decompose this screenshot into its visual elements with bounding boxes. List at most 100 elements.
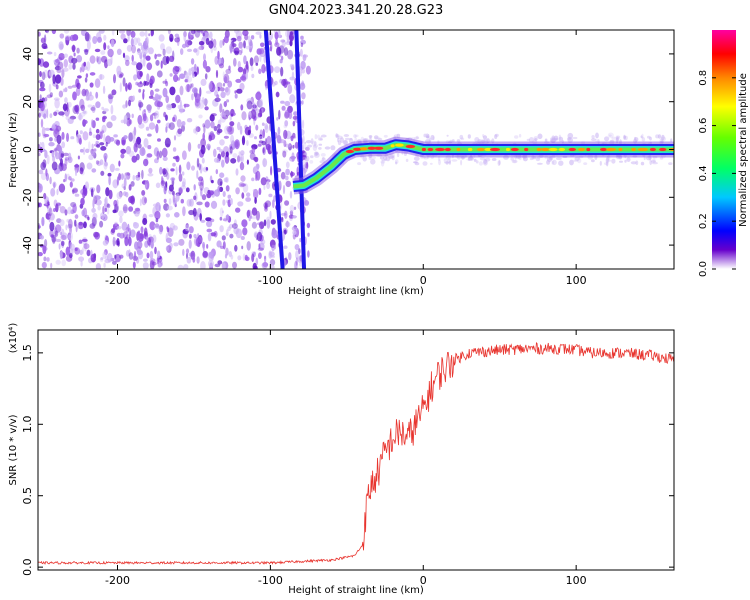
noise-blob xyxy=(120,119,125,124)
noise-blob xyxy=(261,63,266,74)
noise-blob xyxy=(137,230,141,240)
noise-blob xyxy=(163,198,167,204)
noise-blob xyxy=(145,36,149,46)
noise-blob xyxy=(292,230,297,236)
halo-blob xyxy=(478,139,483,142)
noise-blob xyxy=(53,97,60,101)
noise-blob xyxy=(251,147,256,154)
noise-blob xyxy=(138,88,142,93)
noise-blob xyxy=(84,77,88,83)
noise-blob xyxy=(72,91,77,101)
noise-blob xyxy=(120,33,126,40)
noise-blob xyxy=(154,53,157,60)
noise-blob xyxy=(138,100,142,105)
halo-blob xyxy=(611,158,616,164)
noise-blob xyxy=(274,66,281,73)
noise-blob xyxy=(194,63,197,71)
noise-blob xyxy=(70,136,75,140)
noise-blob xyxy=(270,165,273,176)
noise-blob xyxy=(39,142,42,146)
streak-line-1 xyxy=(294,30,307,269)
noise-blob xyxy=(186,252,188,260)
noise-blob xyxy=(245,197,252,202)
noise-blob xyxy=(95,101,101,109)
noise-blob xyxy=(241,192,245,199)
noise-blob xyxy=(38,132,41,137)
noise-blob xyxy=(243,55,247,65)
noise-blob xyxy=(221,262,226,269)
noise-blob xyxy=(154,246,157,255)
noise-blob xyxy=(120,173,124,181)
noise-blob xyxy=(307,250,310,258)
halo-blob xyxy=(355,134,359,138)
halo-blob xyxy=(360,136,364,141)
noise-blob xyxy=(103,262,106,268)
noise-blob xyxy=(182,248,185,257)
ridge-hotspot xyxy=(444,147,451,152)
noise-blob xyxy=(137,171,141,178)
ridge-hotspot xyxy=(467,147,473,152)
noise-blob xyxy=(183,264,189,269)
noise-blob xyxy=(186,75,193,83)
noise-blob xyxy=(222,218,228,222)
noise-blob xyxy=(168,55,175,62)
noise-blob xyxy=(131,113,134,119)
noise-blob xyxy=(68,234,72,240)
halo-blob xyxy=(550,137,553,143)
halo-blob xyxy=(317,134,320,139)
x-tick-label: 0 xyxy=(420,574,427,587)
noise-blob xyxy=(215,69,219,79)
noise-blob xyxy=(40,118,44,128)
noise-blob xyxy=(276,46,282,56)
y-tick-label: 0 xyxy=(21,146,34,153)
noise-blob xyxy=(164,167,169,173)
noise-blob xyxy=(106,58,113,67)
noise-blob xyxy=(46,94,53,99)
noise-blob xyxy=(53,182,56,189)
ridge-hotspot xyxy=(374,146,384,150)
noise-blob xyxy=(180,185,187,190)
noise-blob xyxy=(75,224,78,233)
noise-blob xyxy=(164,137,171,148)
noise-blob xyxy=(199,181,204,191)
noise-blob xyxy=(100,212,105,220)
noise-blob xyxy=(95,160,100,165)
halo-blob xyxy=(395,161,398,165)
noise-blob xyxy=(306,222,311,229)
noise-blob xyxy=(118,74,123,79)
noise-blob xyxy=(300,39,306,45)
halo-blob xyxy=(388,155,395,159)
noise-blob xyxy=(77,134,82,144)
noise-blob xyxy=(81,238,88,242)
noise-blob xyxy=(202,241,205,249)
noise-blob xyxy=(63,179,66,183)
noise-blob xyxy=(92,198,95,209)
noise-blob xyxy=(45,30,49,33)
noise-blob xyxy=(131,130,136,140)
noise-blob xyxy=(39,94,42,101)
halo-blob xyxy=(535,157,541,162)
halo-blob xyxy=(357,162,362,166)
noise-blob xyxy=(284,175,289,181)
noise-blob xyxy=(94,78,101,88)
noise-blob xyxy=(106,207,110,215)
ridge-hotspot xyxy=(649,147,657,152)
noise-blob xyxy=(210,232,217,237)
noise-blob xyxy=(288,32,295,42)
noise-blob xyxy=(196,201,203,206)
noise-blob xyxy=(216,130,221,135)
noise-blob xyxy=(294,244,300,251)
ridge-hotspot xyxy=(390,144,395,148)
noise-blob xyxy=(289,76,296,81)
noise-blob xyxy=(198,176,204,182)
noise-blob xyxy=(105,141,108,147)
noise-blob xyxy=(234,244,238,252)
noise-blob xyxy=(246,192,251,197)
snr-panel: -200 -100 0 100 0.0 0.5 1.0 1.5 Height of strai… xyxy=(8,323,675,596)
noise-blob xyxy=(43,133,50,138)
halo-blob xyxy=(377,138,383,141)
halo-blob xyxy=(572,136,578,140)
noise-blob xyxy=(99,142,105,146)
noise-blob xyxy=(64,87,68,93)
noise-blob xyxy=(284,221,291,227)
